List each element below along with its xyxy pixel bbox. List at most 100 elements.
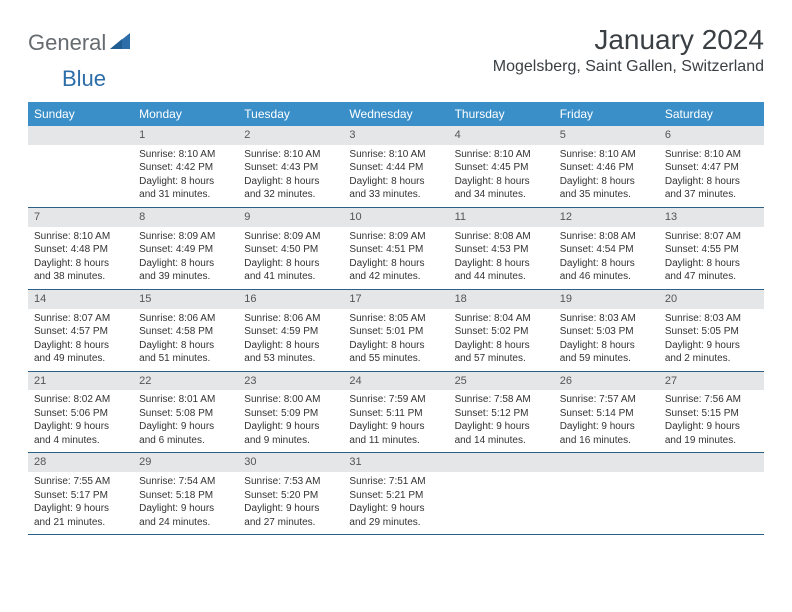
day-cell: 30Sunrise: 7:53 AMSunset: 5:20 PMDayligh… — [238, 453, 343, 534]
sunrise-text: Sunrise: 8:06 AM — [139, 312, 232, 326]
sunrise-text: Sunrise: 8:09 AM — [244, 230, 337, 244]
week-row: 21Sunrise: 8:02 AMSunset: 5:06 PMDayligh… — [28, 372, 764, 454]
day-number: 19 — [554, 290, 659, 309]
sunset-text: Sunset: 5:18 PM — [139, 489, 232, 503]
brand-logo: General — [28, 24, 132, 56]
brand-text-general: General — [28, 30, 106, 56]
sunrise-text: Sunrise: 8:09 AM — [349, 230, 442, 244]
day-cell: 10Sunrise: 8:09 AMSunset: 4:51 PMDayligh… — [343, 208, 448, 289]
day-number: 7 — [28, 208, 133, 227]
day-body: Sunrise: 7:53 AMSunset: 5:20 PMDaylight:… — [238, 472, 343, 534]
daylight-text: Daylight: 8 hours and 33 minutes. — [349, 175, 442, 202]
day-body: Sunrise: 8:07 AMSunset: 4:55 PMDaylight:… — [659, 227, 764, 289]
sunset-text: Sunset: 5:17 PM — [34, 489, 127, 503]
day-body: Sunrise: 7:56 AMSunset: 5:15 PMDaylight:… — [659, 390, 764, 452]
day-cell: 12Sunrise: 8:08 AMSunset: 4:54 PMDayligh… — [554, 208, 659, 289]
day-cell: 4Sunrise: 8:10 AMSunset: 4:45 PMDaylight… — [449, 126, 554, 207]
sunrise-text: Sunrise: 7:51 AM — [349, 475, 442, 489]
daylight-text: Daylight: 8 hours and 41 minutes. — [244, 257, 337, 284]
daylight-text: Daylight: 8 hours and 55 minutes. — [349, 339, 442, 366]
day-cell: 31Sunrise: 7:51 AMSunset: 5:21 PMDayligh… — [343, 453, 448, 534]
brand-text-blue: Blue — [62, 66, 106, 92]
weekday-header-row: SundayMondayTuesdayWednesdayThursdayFrid… — [28, 102, 764, 126]
day-cell: 11Sunrise: 8:08 AMSunset: 4:53 PMDayligh… — [449, 208, 554, 289]
day-number: 13 — [659, 208, 764, 227]
daylight-text: Daylight: 9 hours and 4 minutes. — [34, 420, 127, 447]
sunset-text: Sunset: 4:54 PM — [560, 243, 653, 257]
calendar: SundayMondayTuesdayWednesdayThursdayFrid… — [28, 102, 764, 535]
title-block: January 2024 Mogelsberg, Saint Gallen, S… — [493, 24, 764, 76]
daylight-text: Daylight: 8 hours and 46 minutes. — [560, 257, 653, 284]
sunset-text: Sunset: 4:50 PM — [244, 243, 337, 257]
sunrise-text: Sunrise: 8:04 AM — [455, 312, 548, 326]
sunset-text: Sunset: 5:12 PM — [455, 407, 548, 421]
sunset-text: Sunset: 4:47 PM — [665, 161, 758, 175]
sunrise-text: Sunrise: 7:53 AM — [244, 475, 337, 489]
sunset-text: Sunset: 5:03 PM — [560, 325, 653, 339]
day-cell: 13Sunrise: 8:07 AMSunset: 4:55 PMDayligh… — [659, 208, 764, 289]
day-cell: 5Sunrise: 8:10 AMSunset: 4:46 PMDaylight… — [554, 126, 659, 207]
sunrise-text: Sunrise: 8:06 AM — [244, 312, 337, 326]
sunrise-text: Sunrise: 8:07 AM — [34, 312, 127, 326]
week-row: 1Sunrise: 8:10 AMSunset: 4:42 PMDaylight… — [28, 126, 764, 208]
day-body: Sunrise: 8:09 AMSunset: 4:49 PMDaylight:… — [133, 227, 238, 289]
sunset-text: Sunset: 4:48 PM — [34, 243, 127, 257]
sunset-text: Sunset: 4:59 PM — [244, 325, 337, 339]
sunrise-text: Sunrise: 8:10 AM — [34, 230, 127, 244]
day-body: Sunrise: 8:10 AMSunset: 4:44 PMDaylight:… — [343, 145, 448, 207]
day-body: Sunrise: 8:10 AMSunset: 4:42 PMDaylight:… — [133, 145, 238, 207]
daylight-text: Daylight: 8 hours and 59 minutes. — [560, 339, 653, 366]
day-cell: 21Sunrise: 8:02 AMSunset: 5:06 PMDayligh… — [28, 372, 133, 453]
sunset-text: Sunset: 4:57 PM — [34, 325, 127, 339]
day-cell: 6Sunrise: 8:10 AMSunset: 4:47 PMDaylight… — [659, 126, 764, 207]
daylight-text: Daylight: 9 hours and 9 minutes. — [244, 420, 337, 447]
day-cell: 15Sunrise: 8:06 AMSunset: 4:58 PMDayligh… — [133, 290, 238, 371]
weeks-container: 1Sunrise: 8:10 AMSunset: 4:42 PMDaylight… — [28, 126, 764, 535]
day-body: Sunrise: 8:10 AMSunset: 4:46 PMDaylight:… — [554, 145, 659, 207]
empty-cell — [554, 453, 659, 534]
sunrise-text: Sunrise: 7:58 AM — [455, 393, 548, 407]
daylight-text: Daylight: 8 hours and 42 minutes. — [349, 257, 442, 284]
sunrise-text: Sunrise: 8:03 AM — [665, 312, 758, 326]
sunrise-text: Sunrise: 8:00 AM — [244, 393, 337, 407]
day-number: 2 — [238, 126, 343, 145]
day-body: Sunrise: 8:10 AMSunset: 4:43 PMDaylight:… — [238, 145, 343, 207]
day-body: Sunrise: 7:54 AMSunset: 5:18 PMDaylight:… — [133, 472, 238, 534]
sunset-text: Sunset: 5:20 PM — [244, 489, 337, 503]
day-body: Sunrise: 8:09 AMSunset: 4:51 PMDaylight:… — [343, 227, 448, 289]
day-number: 16 — [238, 290, 343, 309]
day-cell: 22Sunrise: 8:01 AMSunset: 5:08 PMDayligh… — [133, 372, 238, 453]
sunrise-text: Sunrise: 8:10 AM — [560, 148, 653, 162]
empty-daynum — [659, 453, 764, 472]
daylight-text: Daylight: 8 hours and 34 minutes. — [455, 175, 548, 202]
day-number: 8 — [133, 208, 238, 227]
day-body: Sunrise: 8:10 AMSunset: 4:48 PMDaylight:… — [28, 227, 133, 289]
weekday-header-cell: Friday — [554, 102, 659, 126]
day-body: Sunrise: 7:55 AMSunset: 5:17 PMDaylight:… — [28, 472, 133, 534]
sunrise-text: Sunrise: 8:10 AM — [349, 148, 442, 162]
day-number: 15 — [133, 290, 238, 309]
day-body: Sunrise: 8:00 AMSunset: 5:09 PMDaylight:… — [238, 390, 343, 452]
day-cell: 18Sunrise: 8:04 AMSunset: 5:02 PMDayligh… — [449, 290, 554, 371]
sunset-text: Sunset: 4:51 PM — [349, 243, 442, 257]
empty-cell — [659, 453, 764, 534]
day-body: Sunrise: 7:58 AMSunset: 5:12 PMDaylight:… — [449, 390, 554, 452]
week-row: 14 Sunrise: 8:07 AMSunset: 4:57 PM Dayligh… — [28, 290, 764, 372]
sunset-text: Sunset: 4:45 PM — [455, 161, 548, 175]
sunrise-text: Sunrise: 8:08 AM — [455, 230, 548, 244]
day-number: 6 — [659, 126, 764, 145]
sunset-text: Sunset: 4:44 PM — [349, 161, 442, 175]
day-number: 14 — [28, 290, 133, 309]
day-number: 30 — [238, 453, 343, 472]
daylight-text: Daylight: 9 hours and 24 minutes. — [139, 502, 232, 529]
day-number: 10 — [343, 208, 448, 227]
daylight-text: Daylight: 9 hours and 2 minutes. — [665, 339, 758, 366]
sunset-text: Sunset: 4:55 PM — [665, 243, 758, 257]
day-body: Sunrise: 8:09 AMSunset: 4:50 PMDaylight:… — [238, 227, 343, 289]
sunset-text: Sunset: 4:42 PM — [139, 161, 232, 175]
empty-cell — [449, 453, 554, 534]
daylight-text: Daylight: 9 hours and 6 minutes. — [139, 420, 232, 447]
day-number: 1 — [133, 126, 238, 145]
day-body: Sunrise: 8:05 AMSunset: 5:01 PMDaylight:… — [343, 309, 448, 371]
sunset-text: Sunset: 5:15 PM — [665, 407, 758, 421]
